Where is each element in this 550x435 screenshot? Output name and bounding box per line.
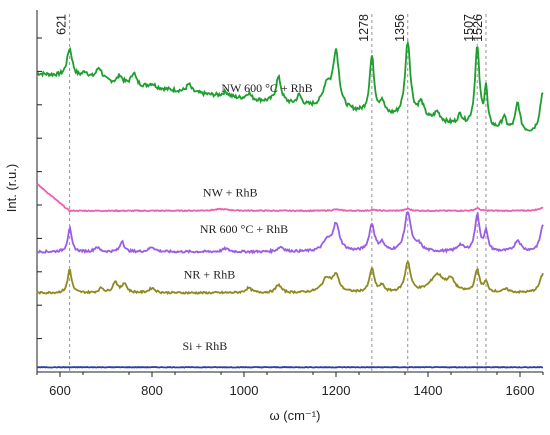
x-tick-label: 800: [141, 383, 163, 398]
y-axis-ticks: [37, 37, 42, 373]
series-label: NW + RhB: [203, 186, 258, 200]
series-label: NR + RhB: [184, 268, 235, 282]
y-axis-title: Int. (r.u.): [4, 164, 19, 212]
x-tick-label: 1600: [506, 383, 535, 398]
series-labels: NW 600 °C + RhB NW + RhB NR 600 °C + RhB NR…: [183, 81, 313, 353]
x-axis-title: ω (cm⁻¹): [270, 408, 321, 423]
x-axis-ticks: 600 800 1000 1200 1400 1600: [36, 372, 544, 398]
series-line: [36, 365, 544, 369]
series-line: [36, 39, 544, 132]
peak-label: 621: [55, 14, 69, 35]
peak-label: 1278: [357, 14, 371, 42]
x-tick-label: 1400: [414, 383, 443, 398]
series-line: [36, 259, 544, 296]
series-label: NR 600 °C + RhB: [200, 222, 288, 236]
x-tick-label: 1200: [322, 383, 351, 398]
plot-frame: [36, 10, 543, 373]
peak-label: 1526: [471, 14, 485, 42]
peak-marker-lines: [69, 14, 487, 372]
peak-label: 1507: [462, 14, 476, 42]
series-lines: [36, 39, 544, 369]
x-tick-label: 1000: [230, 383, 259, 398]
series-label: NW 600 °C + RhB: [221, 81, 312, 95]
series-label: Si + RhB: [183, 339, 228, 353]
peak-label: 1356: [393, 14, 407, 42]
series-line: [36, 211, 544, 255]
x-tick-label: 600: [49, 383, 71, 398]
series-line: [36, 183, 544, 213]
